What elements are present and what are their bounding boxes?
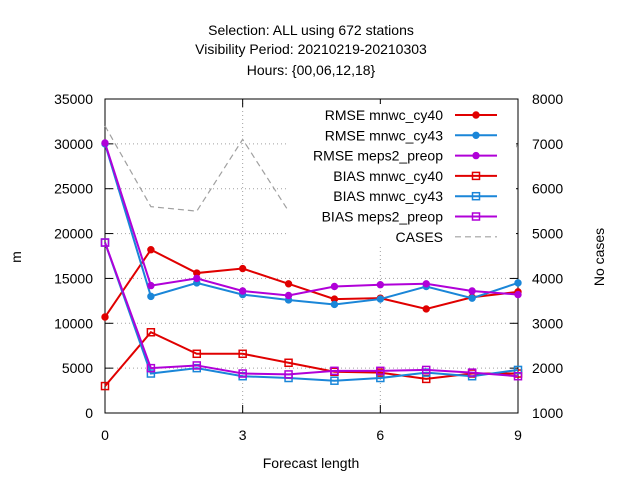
x-axis-label: Forecast length: [263, 455, 360, 471]
legend-marker: [471, 171, 481, 181]
data-point: [101, 313, 109, 321]
series-line: [104, 331, 518, 387]
series-line: [104, 242, 519, 378]
plot-frame: [104, 98, 519, 414]
y2-tick-label: 5000: [532, 226, 563, 242]
legend-label: RMSE mnwc_cy43: [325, 127, 443, 143]
y-tick-label: 0: [85, 405, 93, 421]
legend-entry: RMSE mnwc_cy40: [325, 107, 497, 123]
legend-label: BIAS meps2_preop: [322, 209, 444, 225]
data-point: [100, 238, 110, 247]
data-point: [514, 290, 522, 299]
legend: RMSE mnwc_cy40 RMSE mnwc_cy43 RMSE meps2_p…: [288, 104, 516, 245]
y-tick-label: 15000: [54, 270, 93, 286]
data-point: [513, 371, 523, 381]
data-point: [330, 376, 339, 385]
legend-entry: BIAS meps2_preop: [322, 209, 497, 225]
data-point: [147, 246, 155, 254]
data-point: [468, 294, 476, 302]
data-point: [147, 292, 155, 301]
legend-marker: [472, 111, 480, 119]
legend-marker: [472, 151, 480, 160]
y-tick-label: 25000: [54, 181, 93, 197]
y-tick-label: 30000: [54, 136, 93, 152]
chart-title-line-3: Hours: {00,06,12,18}: [247, 62, 376, 78]
legend-label: RMSE meps2_preop: [313, 148, 443, 164]
chart-title-line-1: Selection: ALL using 672 stations: [208, 22, 414, 38]
y2-axis-label: No cases: [591, 228, 607, 286]
data-point: [193, 274, 201, 283]
series-rmse-mnwc-cy43: [101, 140, 522, 309]
data-point: [422, 280, 430, 288]
series-bias-mnwc-cy43: [100, 238, 523, 385]
legend-marker: [471, 191, 481, 201]
x-tick-label: 0: [101, 427, 109, 443]
legend-entry: BIAS mnwc_cy43: [333, 188, 497, 204]
data-point: [284, 370, 293, 379]
legend-marker: [472, 131, 480, 140]
x-tick-label: 6: [376, 427, 384, 443]
data-point: [330, 282, 339, 291]
series-line: [104, 142, 519, 297]
series-line: [104, 242, 519, 382]
legend-label: BIAS mnwc_cy40: [333, 168, 443, 184]
series-bias-mnwc-cy40: [100, 328, 523, 391]
axes: 0500010000150002000025000300003500010002…: [54, 91, 563, 443]
data-point: [238, 349, 247, 359]
data-point: [146, 363, 156, 373]
y-tick-label: 20000: [54, 226, 93, 242]
y-tick-label: 35000: [54, 91, 93, 107]
series-rmse-meps2-preop: [101, 139, 522, 300]
chart-title-line-2: Visibility Period: 20210219-20210303: [195, 41, 427, 57]
legend-label: RMSE mnwc_cy40: [325, 107, 443, 123]
legend-entry: BIAS mnwc_cy40: [333, 168, 497, 184]
y-tick-label: 10000: [54, 315, 93, 331]
y2-tick-label: 3000: [532, 315, 563, 331]
data-point: [330, 300, 339, 309]
data-point: [238, 287, 247, 295]
series-bias-meps2-preop: [100, 238, 523, 381]
data-point: [376, 281, 385, 289]
x-tick-label: 9: [514, 427, 522, 443]
data-point: [284, 280, 293, 288]
x-tick-label: 3: [239, 427, 247, 443]
legend-entry: RMSE mnwc_cy43: [325, 127, 497, 143]
data-point: [146, 328, 156, 337]
y2-tick-label: 7000: [532, 136, 563, 152]
data-point: [146, 369, 156, 378]
data-point: [514, 279, 522, 287]
data-point: [468, 287, 476, 295]
y2-tick-label: 2000: [532, 360, 563, 376]
data-point: [330, 366, 339, 376]
y2-tick-label: 8000: [532, 91, 563, 107]
data-point: [238, 369, 247, 378]
y-tick-label: 5000: [62, 360, 93, 376]
legend-label: CASES: [396, 229, 443, 245]
data-point: [192, 349, 202, 359]
data-point: [284, 358, 293, 368]
data-point: [376, 366, 385, 376]
legend-label: BIAS mnwc_cy43: [333, 188, 443, 204]
legend-entry: RMSE meps2_preop: [313, 148, 497, 164]
data-point: [376, 295, 385, 303]
series-line: [104, 143, 519, 306]
data-point: [422, 305, 430, 313]
y2-tick-label: 1000: [532, 405, 563, 421]
y2-tick-label: 4000: [532, 270, 563, 286]
legend-entry: CASES: [396, 229, 497, 245]
data-point: [467, 368, 477, 377]
data-point: [100, 381, 110, 391]
series-group: [100, 125, 523, 391]
legend-marker: [471, 212, 481, 221]
data-point: [101, 139, 109, 147]
y2-tick-label: 6000: [532, 181, 563, 197]
data-point: [147, 281, 155, 290]
data-point: [421, 365, 431, 375]
data-point: [284, 291, 293, 300]
data-point: [192, 361, 202, 370]
y-axis-label: m: [8, 251, 24, 263]
data-point: [238, 264, 247, 273]
